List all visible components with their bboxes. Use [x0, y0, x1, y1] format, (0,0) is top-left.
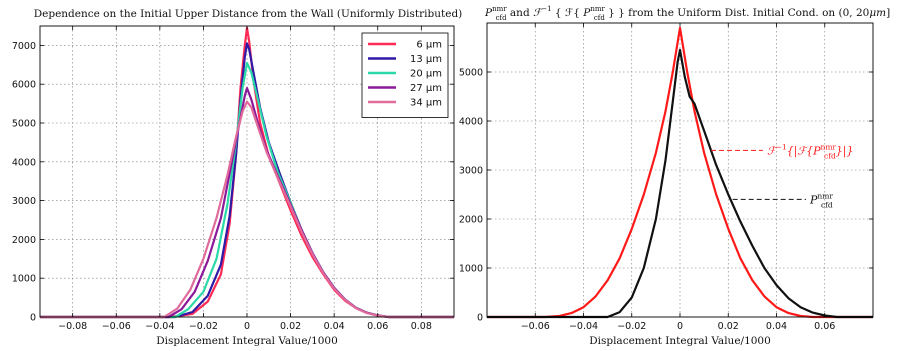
x-tick-label: 0	[244, 321, 250, 332]
title-part: nmr	[590, 5, 605, 13]
x-tick-label: 0.02	[280, 321, 301, 332]
y-tick-label: 5000	[459, 68, 483, 79]
x-tick-label: 0.04	[324, 321, 345, 332]
x-tick-label: −0.06	[102, 321, 131, 332]
annotation-ann-black: Pnmr cfd	[732, 191, 833, 209]
legend-label: 27 μm	[410, 83, 442, 94]
chart-title: Dependence on the Initial Upper Distance…	[34, 8, 463, 20]
annotation-part: −1	[776, 142, 787, 151]
x-tick-label: −0.04	[145, 321, 174, 332]
title-part: −1	[541, 5, 551, 13]
annotation-part: cfd	[824, 151, 836, 160]
x-tick-label: 0.06	[367, 321, 388, 332]
title-part: μm	[869, 7, 886, 19]
annotation-part: P	[812, 144, 821, 157]
x-tick-label: 0.06	[814, 321, 835, 332]
x-tick-label: 0.02	[718, 321, 739, 332]
legend-label: 6 μm	[416, 40, 442, 51]
annotation-label: ℱ−1{|ℱ{Pnmr cfd}|}	[767, 142, 854, 160]
y-tick-label: 3000	[12, 196, 36, 207]
x-tick-label: −0.02	[617, 321, 646, 332]
right-chart-panel: −0.06 −0.04 −0.02 0 0.02 0.04 0.06 0 1000 2000 300…	[459, 5, 890, 347]
y-tick-label: 5000	[12, 119, 36, 130]
annotation-part: nmr	[820, 142, 836, 151]
chart-title: Pnmr cfd and ℱ−1 { ℱ{ Pnmr cfd } } from th…	[484, 5, 890, 22]
y-tick-label: 3000	[459, 166, 483, 177]
y-tick-label: 1000	[459, 264, 483, 275]
y-tick-label: 6000	[12, 80, 36, 91]
legend-label: 34 μm	[410, 98, 442, 109]
title-part: nmr	[492, 5, 507, 13]
y-tick-label: 4000	[12, 157, 36, 168]
y-tick-label: 7000	[12, 41, 36, 52]
y-tick-label: 2000	[12, 235, 36, 246]
title-part: ℱ	[533, 7, 543, 19]
y-tick-label: 0	[477, 313, 483, 324]
y-tick-label: 2000	[459, 215, 483, 226]
x-tick-label: 0.08	[411, 321, 432, 332]
annotation-part: }|}	[836, 144, 854, 158]
annotation-part: cfd	[821, 200, 833, 209]
series-line-1	[487, 48, 873, 319]
y-tick-label: 0	[30, 313, 36, 324]
legend-box	[361, 32, 449, 118]
annotation-ann-red: ℱ−1{|ℱ{Pnmr cfd}|}	[710, 142, 854, 160]
annotation-part: {|ℱ{	[787, 144, 813, 158]
series-line-4	[40, 100, 454, 319]
y-tick-label: 1000	[12, 274, 36, 285]
title-part: and	[507, 7, 533, 19]
title-part: { ℱ{	[552, 7, 584, 19]
series-line-0	[487, 26, 873, 319]
legend: 6 μm 13 μm 20 μm 27 μm 34 μm	[361, 32, 449, 118]
x-axis-label: Displacement Integral Value/1000	[589, 335, 771, 347]
legend-label: 13 μm	[410, 54, 442, 65]
annotation-part: nmr	[817, 191, 833, 200]
x-tick-label: −0.06	[521, 321, 550, 332]
title-part: cfd	[496, 14, 508, 22]
x-tick-label: −0.08	[58, 321, 87, 332]
x-axis-label: Displacement Integral Value/1000	[156, 335, 338, 347]
title-part: ]	[886, 7, 890, 19]
title-part: cfd	[594, 14, 606, 22]
title-part: } } from the Uniform Dist. Initial Cond.…	[605, 7, 870, 19]
y-tick-label: 4000	[459, 117, 483, 128]
x-tick-label: 0	[677, 321, 683, 332]
title-part: P	[582, 7, 591, 19]
left-chart-panel: −0.08 −0.06 −0.04 −0.02 0 0.02 0.04 0.06 0.08 0 10…	[12, 8, 462, 347]
annotation-label: Pnmr cfd	[809, 191, 833, 209]
title-part: P	[484, 7, 493, 19]
annotation-part: ℱ	[767, 144, 778, 157]
x-tick-label: −0.04	[569, 321, 598, 332]
legend-label: 20 μm	[410, 69, 442, 80]
annotation-part: P	[809, 193, 818, 206]
x-tick-label: 0.04	[766, 321, 787, 332]
x-tick-label: −0.02	[189, 321, 218, 332]
